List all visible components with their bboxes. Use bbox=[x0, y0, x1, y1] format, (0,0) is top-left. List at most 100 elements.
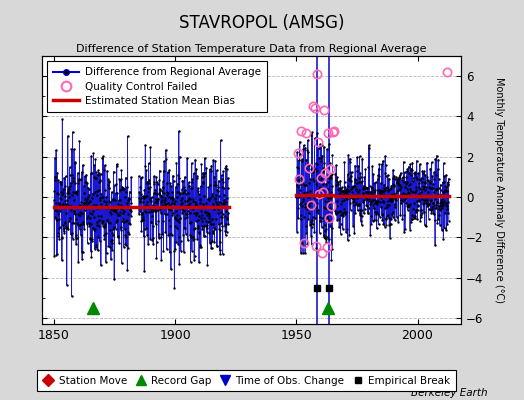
Point bbox=[115, 176, 124, 182]
Point bbox=[59, 187, 68, 194]
Point bbox=[356, 174, 365, 180]
Point bbox=[342, 209, 351, 215]
Point bbox=[200, 173, 208, 179]
Point bbox=[397, 193, 406, 199]
Point bbox=[210, 194, 219, 201]
Point bbox=[88, 210, 96, 217]
Point bbox=[146, 236, 155, 242]
Point bbox=[212, 191, 220, 198]
Point bbox=[426, 198, 434, 204]
Point bbox=[384, 172, 392, 178]
Point bbox=[328, 183, 336, 190]
Point bbox=[103, 217, 111, 224]
Point bbox=[103, 205, 112, 212]
Point bbox=[361, 184, 369, 190]
Point bbox=[436, 186, 445, 193]
Point bbox=[307, 131, 315, 138]
Point bbox=[136, 184, 145, 190]
Point bbox=[307, 221, 315, 228]
Point bbox=[334, 180, 343, 187]
Point bbox=[184, 190, 192, 196]
Point bbox=[200, 222, 209, 229]
Point bbox=[204, 197, 213, 203]
Point bbox=[401, 196, 409, 202]
Point bbox=[419, 170, 428, 176]
Point bbox=[224, 210, 233, 216]
Point bbox=[386, 196, 395, 202]
Point bbox=[127, 174, 135, 180]
Point bbox=[381, 170, 389, 176]
Point bbox=[338, 192, 346, 198]
Point bbox=[68, 293, 76, 299]
Point bbox=[146, 195, 154, 201]
Point bbox=[147, 205, 156, 212]
Point bbox=[149, 241, 157, 247]
Point bbox=[73, 188, 81, 194]
Point bbox=[339, 213, 347, 219]
Point bbox=[336, 208, 344, 214]
Point bbox=[416, 186, 424, 192]
Point bbox=[363, 185, 372, 191]
Point bbox=[348, 189, 356, 195]
Point bbox=[343, 188, 351, 194]
Point bbox=[51, 207, 59, 213]
Point bbox=[422, 184, 430, 191]
Point bbox=[379, 158, 387, 164]
Point bbox=[111, 182, 119, 188]
Point bbox=[117, 167, 126, 174]
Point bbox=[223, 229, 231, 235]
Point bbox=[183, 198, 191, 205]
Point bbox=[192, 218, 200, 224]
Point bbox=[365, 196, 374, 202]
Point bbox=[125, 196, 133, 203]
Point bbox=[73, 191, 82, 197]
Point bbox=[355, 202, 363, 208]
Point bbox=[352, 187, 361, 193]
Point bbox=[295, 194, 303, 200]
Point bbox=[320, 228, 329, 234]
Point bbox=[309, 168, 318, 174]
Point bbox=[100, 167, 108, 174]
Point bbox=[421, 180, 429, 186]
Text: STAVROPOL (AMSG): STAVROPOL (AMSG) bbox=[179, 14, 345, 32]
Point bbox=[293, 204, 302, 211]
Point bbox=[175, 234, 183, 240]
Point bbox=[442, 203, 451, 209]
Point bbox=[357, 193, 365, 200]
Point bbox=[305, 162, 314, 168]
Point bbox=[123, 200, 132, 206]
Point bbox=[219, 200, 227, 207]
Point bbox=[344, 183, 352, 190]
Point bbox=[184, 237, 192, 244]
Point bbox=[342, 190, 350, 196]
Point bbox=[342, 195, 350, 201]
Point bbox=[179, 190, 188, 196]
Point bbox=[145, 197, 154, 203]
Point bbox=[149, 203, 158, 209]
Point bbox=[124, 229, 133, 236]
Point bbox=[296, 151, 304, 157]
Point bbox=[70, 189, 79, 195]
Point bbox=[146, 144, 155, 150]
Point bbox=[125, 220, 134, 226]
Point bbox=[98, 204, 106, 210]
Point bbox=[321, 205, 330, 211]
Point bbox=[367, 220, 376, 227]
Point bbox=[157, 256, 166, 263]
Point bbox=[93, 205, 102, 211]
Point bbox=[175, 260, 183, 267]
Point bbox=[215, 239, 224, 245]
Point bbox=[407, 167, 415, 174]
Point bbox=[442, 172, 450, 178]
Point bbox=[390, 191, 398, 197]
Point bbox=[294, 177, 302, 183]
Point bbox=[54, 225, 63, 232]
Point bbox=[52, 252, 61, 258]
Point bbox=[373, 176, 381, 182]
Point bbox=[199, 180, 208, 187]
Point bbox=[137, 195, 145, 201]
Point bbox=[77, 212, 85, 219]
Point bbox=[73, 188, 81, 194]
Point bbox=[53, 250, 61, 257]
Point bbox=[126, 205, 134, 211]
